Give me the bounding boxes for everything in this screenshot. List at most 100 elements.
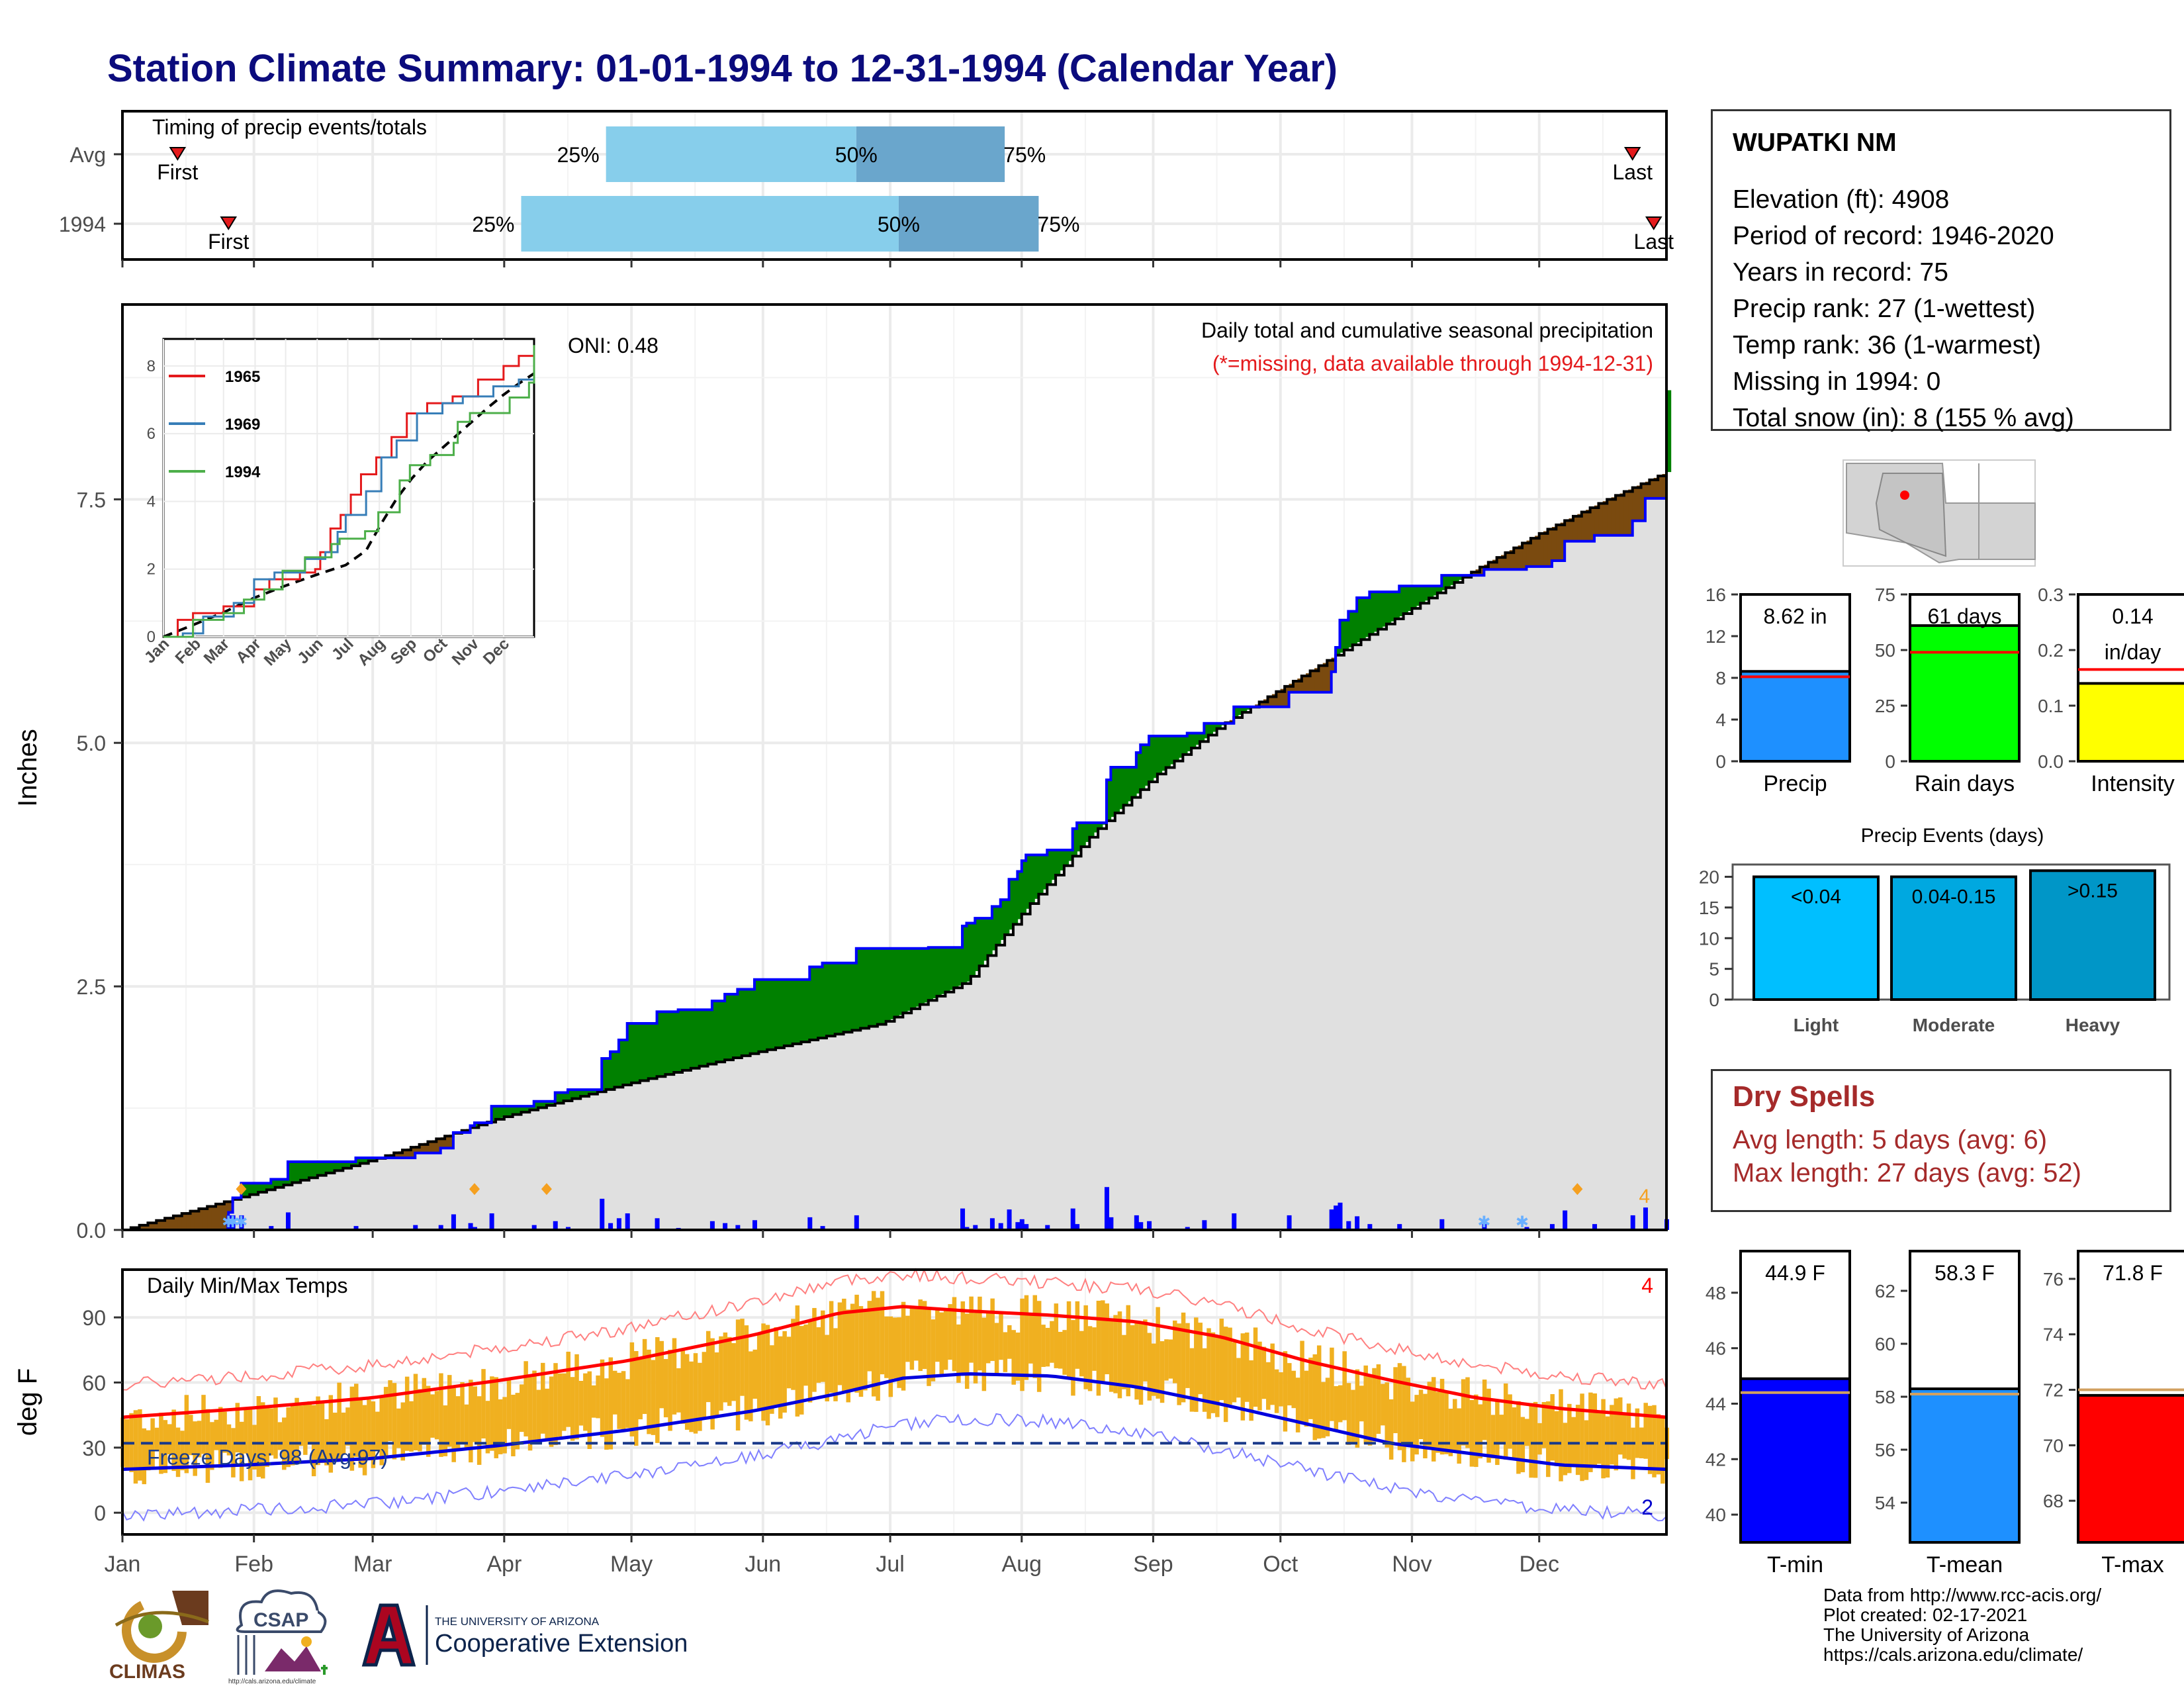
daily-temp-bar xyxy=(1605,1416,1610,1478)
deficit-fill xyxy=(1615,495,1621,536)
daily-temp-bar xyxy=(990,1298,995,1361)
daily-precip-bar xyxy=(625,1213,630,1230)
summary-bar-name: Precip xyxy=(1763,771,1827,796)
surplus-fill xyxy=(1106,780,1112,821)
deficit-fill xyxy=(190,1211,195,1230)
daily-temp-bar xyxy=(231,1428,236,1477)
deficit-fill xyxy=(402,1150,408,1158)
record-max-line xyxy=(122,1268,1667,1391)
daily-temp-bar xyxy=(600,1359,605,1437)
snow-icon: ✱ xyxy=(1516,1213,1529,1231)
daily-temp-bar xyxy=(583,1373,588,1431)
daily-temp-bar xyxy=(604,1378,609,1450)
daily-precip-bar xyxy=(854,1215,859,1230)
daily-temp-bar xyxy=(439,1373,443,1457)
surplus-fill xyxy=(644,1023,649,1080)
temp-bar xyxy=(2077,1393,2184,1544)
daily-temp-bar xyxy=(1045,1327,1050,1367)
precip-event-name: Moderate xyxy=(1913,1015,1995,1035)
daily-temp-bar xyxy=(358,1399,363,1468)
deficit-fill xyxy=(1526,540,1531,567)
daily-temp-bar xyxy=(1639,1427,1644,1459)
surplus-fill xyxy=(648,1023,653,1079)
surplus-fill xyxy=(1416,586,1422,606)
inset-frame xyxy=(162,338,535,638)
deficit-fill xyxy=(177,1214,183,1230)
surplus-fill xyxy=(1437,586,1443,593)
surplus-fill xyxy=(678,1009,683,1072)
daily-temp-bar xyxy=(1469,1400,1475,1467)
precip-event-label: >0.15 xyxy=(2068,880,2118,902)
deficit-fill xyxy=(1314,668,1320,692)
inset-ytick-label: 6 xyxy=(147,425,156,443)
deficit-fill xyxy=(1653,477,1659,498)
deficit-fill xyxy=(1505,552,1510,570)
deficit-fill xyxy=(1543,531,1549,567)
deficit-fill xyxy=(1547,529,1553,567)
summary-bar-value: 8.62 in xyxy=(1763,604,1827,628)
ua-line1: THE UNIVERSITY OF ARIZONA xyxy=(435,1615,600,1628)
deficit-fill xyxy=(1602,501,1608,536)
surplus-fill xyxy=(250,1183,255,1195)
summary-bar xyxy=(2077,682,2184,763)
month-label: Aug xyxy=(1002,1552,1042,1577)
daily-temp-bar xyxy=(1524,1419,1529,1446)
surplus-fill xyxy=(1119,767,1124,810)
daily-temp-bar xyxy=(295,1397,299,1463)
precip-event-label: 0.04-0.15 xyxy=(1912,886,1996,908)
surplus-fill xyxy=(996,906,1001,945)
csap-logo: CSAP http://cals.arizona.edu/climate xyxy=(228,1589,328,1685)
surplus-fill xyxy=(733,994,739,1058)
surplus-fill xyxy=(919,948,925,1005)
daily-precip-bar xyxy=(1346,1221,1351,1230)
surplus-fill xyxy=(750,989,755,1054)
daily-temp-bar xyxy=(765,1325,770,1426)
daily-temp-bar xyxy=(867,1301,872,1372)
deficit-fill xyxy=(1518,545,1523,570)
daily-temp-bar xyxy=(1283,1351,1288,1432)
deficit-fill xyxy=(1327,660,1332,692)
daily-temp-bar xyxy=(642,1338,647,1415)
surplus-fill xyxy=(788,979,794,1045)
snow-icon: ✱ xyxy=(226,1213,240,1231)
daily-temp-bar xyxy=(498,1399,503,1454)
surplus-fill xyxy=(279,1179,285,1186)
surplus-fill xyxy=(1051,850,1056,880)
daily-temp-bar xyxy=(1533,1401,1538,1478)
timing-first-marker xyxy=(220,216,238,230)
daily-temp-bar xyxy=(1346,1383,1351,1445)
surplus-fill xyxy=(653,1023,658,1078)
daily-temp-bar xyxy=(256,1396,261,1477)
daily-temp-bar xyxy=(1151,1343,1156,1396)
deficit-fill xyxy=(199,1209,204,1230)
surplus-fill xyxy=(304,1161,310,1180)
surplus-fill xyxy=(1343,620,1349,650)
timing-label-25: 25% xyxy=(557,143,600,167)
daily-precip-bar xyxy=(1007,1209,1012,1230)
daily-temp-bar xyxy=(1058,1331,1063,1369)
surplus-fill xyxy=(593,1090,598,1093)
daily-temp-bar xyxy=(821,1310,825,1382)
surplus-fill xyxy=(635,1023,641,1082)
daily-temp-bar xyxy=(434,1391,439,1440)
surplus-fill xyxy=(792,979,797,1044)
daily-temp-bar xyxy=(714,1352,719,1417)
surplus-fill xyxy=(1183,735,1188,755)
daily-temp-bar xyxy=(1147,1333,1152,1401)
daily-temp-bar xyxy=(698,1362,702,1431)
daily-temp-bar xyxy=(1563,1423,1568,1476)
daily-temp-bar xyxy=(1050,1321,1054,1363)
daily-temp-bar xyxy=(290,1403,295,1466)
surplus-fill xyxy=(1136,752,1142,794)
daily-temp-bar xyxy=(705,1331,711,1403)
surplus-fill xyxy=(1056,850,1061,876)
deficit-fill xyxy=(1628,489,1633,536)
month-label: Jul xyxy=(876,1552,904,1577)
deficit-fill xyxy=(436,1139,441,1153)
daily-precip-bar xyxy=(413,1225,418,1230)
daily-temp-bar xyxy=(939,1312,944,1374)
daily-temp-bar xyxy=(1529,1403,1533,1478)
daily-precip-bar xyxy=(1104,1187,1109,1230)
daily-temp-bar xyxy=(286,1407,291,1468)
daily-precip-bar xyxy=(1397,1224,1402,1230)
